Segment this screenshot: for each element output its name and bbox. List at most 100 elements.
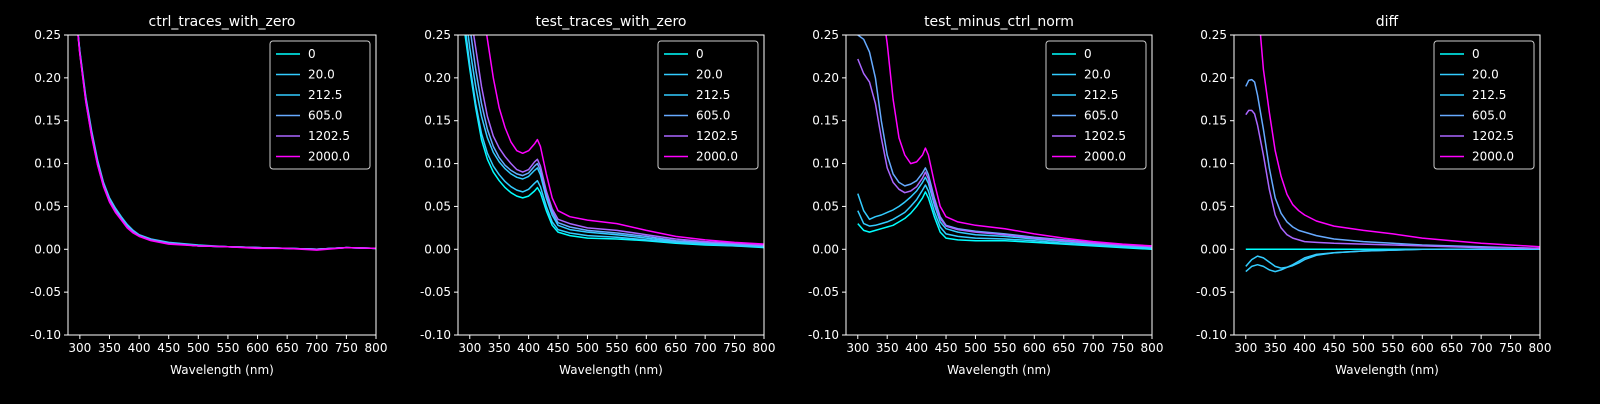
x-tick-label: 500 (964, 341, 987, 355)
y-tick-label: 0.05 (812, 199, 839, 213)
chart-panel-2: 300 350 400 450 500 550 600 650 700 750 800 -0.10 -0… (420, 14, 776, 377)
series-line-212-5 (857, 176, 1152, 249)
y-tick-label: 0.00 (812, 242, 839, 256)
y-tick-label: -0.05 (30, 285, 61, 299)
y-tick-label: 0.15 (34, 114, 61, 128)
y-tick-label: 0.20 (812, 71, 839, 85)
y-tick-label: 0.25 (812, 28, 839, 42)
x-tick-label: 650 (1440, 341, 1463, 355)
x-tick-label: 300 (846, 341, 869, 355)
series-line-2000-0 (1259, 35, 1540, 248)
x-tick-label: 600 (1411, 341, 1434, 355)
legend-label: 212.5 (308, 88, 342, 102)
x-tick-label: 400 (517, 341, 540, 355)
legend-label: 0 (696, 47, 704, 61)
x-tick-label: 800 (1141, 341, 1164, 355)
series-line-0 (857, 191, 1152, 251)
series-line-2000-0 (77, 35, 376, 251)
legend-box (1045, 40, 1147, 170)
legend-label: 1202.5 (1084, 129, 1126, 143)
legend-label: 605.0 (308, 109, 342, 123)
y-tick-label: 0.00 (424, 242, 451, 256)
legend-label: 212.5 (696, 88, 730, 102)
legend-label: 2000.0 (696, 150, 738, 164)
y-tick-label: 0.05 (1200, 199, 1227, 213)
legend-label: 20.0 (308, 68, 335, 82)
y-tick-label: 0.25 (1200, 28, 1227, 42)
y-tick-label: 0.15 (812, 114, 839, 128)
x-tick-label: 400 (1293, 341, 1316, 355)
series-line-0 (464, 35, 764, 249)
legend-box (269, 40, 371, 170)
chart-title: test_minus_ctrl_norm (924, 14, 1074, 30)
x-tick-label: 300 (68, 341, 91, 355)
y-tick-label: 0.00 (1200, 242, 1227, 256)
x-tick-label: 650 (664, 341, 687, 355)
axes-frame (845, 34, 1153, 336)
x-tick-label: 700 (694, 341, 717, 355)
legend-label: 0 (1084, 47, 1092, 61)
legend-label: 0 (308, 47, 316, 61)
x-tick-label: 750 (1499, 341, 1522, 355)
legend-label: 20.0 (696, 68, 723, 82)
x-axis-label: Wavelength (nm) (947, 363, 1051, 377)
y-tick-label: 0.15 (1200, 114, 1227, 128)
x-tick-label: 700 (305, 341, 328, 355)
x-tick-label: 800 (365, 341, 388, 355)
y-tick-label: 0.05 (424, 199, 451, 213)
x-tick-label: 750 (335, 341, 358, 355)
y-tick-label: 0.10 (424, 157, 451, 171)
x-tick-label: 550 (216, 341, 239, 355)
x-tick-label: 600 (1023, 341, 1046, 355)
x-tick-label: 350 (98, 341, 121, 355)
x-tick-label: 350 (1264, 341, 1287, 355)
series-line-605-0 (470, 35, 764, 247)
x-tick-label: 350 (488, 341, 511, 355)
chart-title: test_traces_with_zero (536, 14, 687, 30)
x-tick-label: 650 (1052, 341, 1075, 355)
y-tick-label: -0.10 (420, 328, 451, 342)
x-tick-label: 550 (1381, 341, 1404, 355)
x-tick-label: 700 (1470, 341, 1493, 355)
y-tick-label: -0.05 (420, 285, 451, 299)
chart-panel-4: 300 350 400 450 500 550 600 650 700 750 800 -0.10 -0… (1196, 14, 1552, 377)
y-tick-label: 0.15 (424, 114, 451, 128)
legend-label: 2000.0 (308, 150, 350, 164)
x-tick-label: 700 (1082, 341, 1105, 355)
y-tick-label: 0.25 (34, 28, 61, 42)
y-tick-label: 0.20 (1200, 71, 1227, 85)
legend-label: 605.0 (696, 109, 730, 123)
legend: 0 20.0 212.5 605.0 1202.5 2000.0 (657, 40, 759, 170)
legend-label: 1202.5 (696, 129, 738, 143)
series-line-605-0 (857, 35, 1152, 248)
x-tick-label: 450 (157, 341, 180, 355)
series-line-20-0 (465, 35, 764, 248)
x-tick-label: 800 (753, 341, 776, 355)
x-tick-label: 400 (128, 341, 151, 355)
y-tick-label: 0.10 (812, 157, 839, 171)
legend-label: 2000.0 (1472, 150, 1514, 164)
series-line-20-0 (857, 184, 1152, 250)
y-tick-label: 0.20 (34, 71, 61, 85)
x-tick-label: 750 (723, 341, 746, 355)
legend-box (1433, 40, 1535, 170)
x-axis-label: Wavelength (nm) (1335, 363, 1439, 377)
x-tick-label: 300 (458, 341, 481, 355)
legend-label: 20.0 (1472, 68, 1499, 82)
series-line-605-0 (1245, 78, 1540, 250)
y-tick-label: 0.10 (34, 157, 61, 171)
x-tick-label: 500 (187, 341, 210, 355)
x-tick-label: 600 (246, 341, 269, 355)
legend: 0 20.0 212.5 605.0 1202.5 2000.0 (269, 40, 371, 170)
x-tick-label: 350 (876, 341, 899, 355)
series-line-2000-0 (485, 35, 764, 245)
x-tick-label: 550 (993, 341, 1016, 355)
series-line-212-5 (1245, 248, 1540, 269)
chart-panel-3: 300 350 400 450 500 550 600 650 700 750 800 -0.10 -0… (808, 14, 1164, 377)
series-line-1202-5 (1245, 109, 1540, 250)
series-line-2000-0 (885, 35, 1152, 247)
axes-frame (67, 34, 377, 336)
y-tick-label: -0.05 (1196, 285, 1227, 299)
